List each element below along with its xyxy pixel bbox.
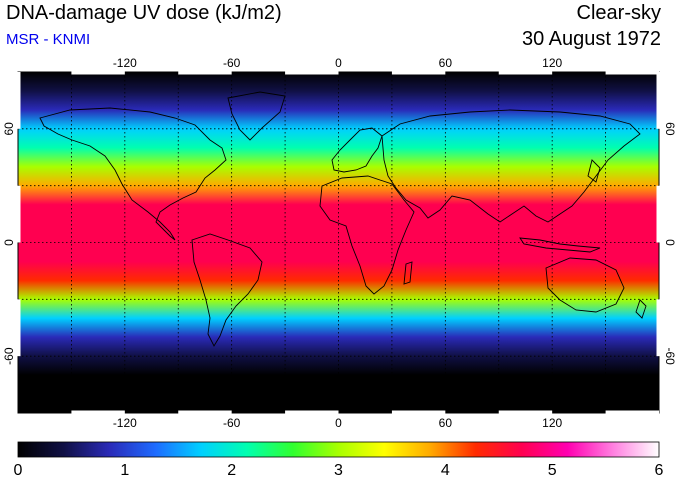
lat-tick-label: 60 bbox=[2, 122, 16, 136]
colorbar-tick-label: 5 bbox=[548, 462, 557, 479]
coast-north-america bbox=[39, 107, 227, 241]
coast-antarctica bbox=[18, 393, 659, 401]
lon-labels-top: -120 -60 0 60 120 bbox=[113, 56, 563, 70]
lat-tick-label: 0 bbox=[2, 239, 16, 246]
lon-tick-label: 120 bbox=[542, 416, 562, 430]
lat-tick-label: -60 bbox=[663, 347, 677, 365]
lon-labels-bottom: -120 -60 0 60 120 bbox=[113, 416, 563, 430]
coast-new-zealand bbox=[635, 299, 647, 319]
coast-africa bbox=[319, 175, 415, 295]
coastlines bbox=[18, 91, 659, 401]
coast-south-america bbox=[191, 233, 263, 347]
lon-tick-label: -120 bbox=[113, 416, 137, 430]
map-area bbox=[18, 72, 659, 413]
colorbar-tick-label: 1 bbox=[120, 462, 129, 479]
colorbar: 0 1 2 3 4 5 6 bbox=[14, 441, 664, 479]
coast-japan bbox=[587, 159, 601, 183]
map-title: DNA-damage UV dose (kJ/m2) bbox=[6, 2, 282, 24]
lon-tick-label: -60 bbox=[223, 56, 241, 70]
lat-tick-label: 0 bbox=[663, 239, 677, 246]
lon-tick-label: 60 bbox=[439, 56, 453, 70]
lon-tick-label: 120 bbox=[542, 56, 562, 70]
lat-labels-left: 60 0 -60 bbox=[2, 122, 16, 365]
lon-tick-label: -60 bbox=[223, 416, 241, 430]
frame-ticks bbox=[17, 71, 660, 414]
coast-asia bbox=[381, 109, 641, 223]
graticule bbox=[18, 72, 659, 413]
colorbar-tick-label: 0 bbox=[14, 462, 23, 479]
coast-indonesia bbox=[519, 237, 601, 253]
colorbar-tick-label: 3 bbox=[334, 462, 343, 479]
source-label: MSR - KNMI bbox=[6, 31, 91, 48]
colorbar-tick-label: 4 bbox=[441, 462, 450, 479]
lon-tick-label: 0 bbox=[335, 416, 342, 430]
lat-tick-label: -60 bbox=[2, 347, 16, 365]
coast-madagascar bbox=[403, 261, 413, 285]
date-label: 30 August 1972 bbox=[521, 28, 661, 50]
colorbar-bar bbox=[17, 441, 660, 458]
coast-europe bbox=[331, 127, 383, 173]
colorbar-tick-label: 2 bbox=[227, 462, 236, 479]
coast-australia bbox=[545, 257, 625, 313]
lon-tick-label: 60 bbox=[439, 416, 453, 430]
lat-tick-label: 60 bbox=[663, 122, 677, 136]
coast-greenland bbox=[227, 91, 286, 141]
lon-tick-label: -120 bbox=[113, 56, 137, 70]
colorbar-tick-label: 6 bbox=[655, 462, 664, 479]
sky-condition-label: Clear-sky bbox=[576, 2, 661, 24]
colorbar-labels: 0 1 2 3 4 5 6 bbox=[14, 462, 664, 479]
lon-tick-label: 0 bbox=[335, 56, 342, 70]
lat-labels-right: 60 0 -60 bbox=[663, 122, 677, 365]
